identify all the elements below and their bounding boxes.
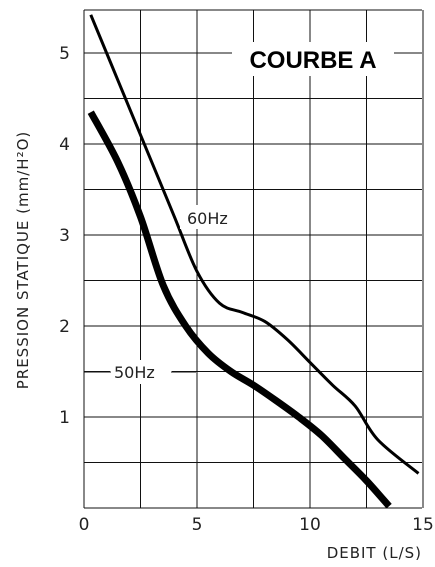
series-line-60hz — [89, 14, 420, 475]
y-tick-label: 3 — [59, 226, 70, 246]
x-tick-label: 10 — [299, 515, 321, 535]
label-50hz-backdrop — [110, 360, 172, 384]
series-label-60hz: 60Hz — [187, 209, 228, 228]
chart-title: COURBE A — [249, 47, 376, 74]
x-axis-title: DEBIT (L/S) — [327, 544, 422, 562]
x-tick-label: 15 — [412, 515, 434, 535]
label-60hz-backdrop — [180, 205, 242, 229]
x-tick-label: 0 — [79, 515, 90, 535]
title-backdrop — [232, 42, 394, 76]
y-tick-label: 4 — [59, 135, 70, 155]
x-tick-label: 5 — [192, 515, 203, 535]
y-tick-label: 1 — [59, 408, 70, 428]
y-axis-title: PRESSION STATIQUE (mm/H²O) — [14, 131, 32, 390]
y-tick-label: 2 — [59, 317, 70, 337]
series-label-50hz: 50Hz — [114, 363, 155, 382]
y-tick-label: 5 — [59, 44, 70, 64]
series-lines — [87, 14, 420, 509]
series-line-50hz — [87, 110, 392, 509]
tick-labels: 0 5 10 15 1 2 3 4 5 — [59, 44, 434, 535]
